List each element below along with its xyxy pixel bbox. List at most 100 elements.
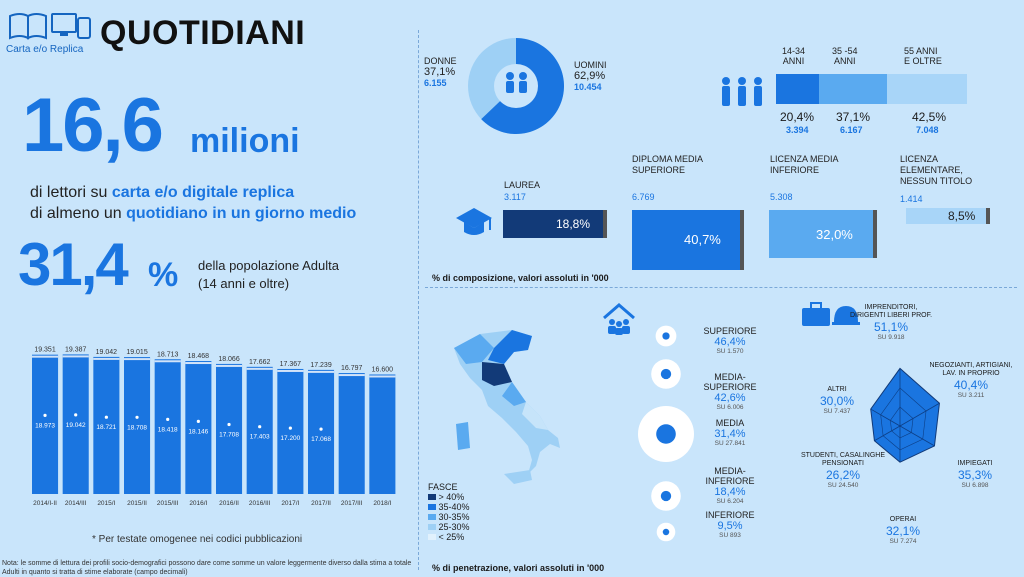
- gender-donut: [468, 38, 564, 134]
- income-label-pct: 9,5%: [717, 520, 743, 532]
- radar-label: ALTRI 30,0% SU 7.437: [792, 386, 882, 415]
- category-label: 2014/I-II: [33, 500, 57, 507]
- income-label-pct: 18,4%: [714, 486, 746, 498]
- line1-emph: carta e/o digitale replica: [111, 184, 295, 201]
- bar: [338, 373, 365, 494]
- radar-label-base: SU 3.211: [957, 392, 985, 399]
- radar-label: IMPIEGATI 35,3% SU 6.898: [930, 460, 1020, 489]
- bar: [246, 366, 273, 494]
- income-label-name: MEDIA-INFERIORE: [705, 466, 755, 486]
- legend-item: > 40%: [428, 492, 470, 502]
- edu-elementare-abs: 1.414: [900, 194, 923, 204]
- bar: [124, 357, 151, 494]
- edu-laurea-pct: 18,8%: [556, 217, 591, 231]
- income-label-name: INFERIORE: [705, 510, 755, 520]
- inner-dot: [288, 426, 292, 430]
- edu-elementare-marker: [986, 208, 990, 224]
- composition-caption: % di composizione, valori assoluti in '0…: [432, 273, 609, 283]
- gender-women: DONNE 37,1% 6.155: [424, 56, 457, 88]
- legend-item: < 25%: [428, 532, 470, 542]
- age-people-icon: [722, 77, 762, 106]
- bar-value-label: 18.066: [218, 356, 240, 363]
- radar-spoke: [899, 425, 935, 447]
- bar: [62, 354, 89, 494]
- income-label: MEDIA-INFERIORE 18,4% SU 6.204: [690, 466, 770, 505]
- bar: [154, 359, 181, 494]
- inner-dot: [43, 413, 47, 417]
- edu-diploma-pct: 40,7%: [684, 232, 721, 247]
- edu-laurea-label: LAUREA: [504, 180, 541, 190]
- people-icon: [506, 72, 527, 93]
- bar: [369, 374, 396, 494]
- category-label: 2016/II: [219, 500, 239, 507]
- income-circle-core: [656, 424, 676, 444]
- radar-label-name: IMPIEGATI: [957, 460, 993, 467]
- radar-label-pct: 40,4%: [953, 378, 989, 392]
- income-circles: [638, 325, 694, 542]
- edu-diploma-marker: [740, 210, 744, 270]
- radar-label-name: OPERAI: [889, 516, 917, 523]
- radar-label: IMPRENDITORI, DIRIGENTI LIBERI PROF. 51,1…: [846, 304, 936, 341]
- inner-value-label: 18.973: [35, 422, 55, 429]
- bar: [277, 368, 304, 494]
- income-label-base: SU 27.841: [714, 440, 746, 447]
- radar-label-name: ALTRI: [827, 386, 847, 393]
- bar-cap: [308, 370, 335, 373]
- radar-label: OPERAI 32,1% SU 7.274: [858, 516, 948, 545]
- radar-label-base: SU 24.540: [827, 482, 859, 489]
- edu-elementare-bar: [906, 208, 986, 224]
- radar-label-pct: 32,1%: [885, 524, 921, 538]
- bar-cap: [124, 358, 151, 361]
- category-label: 2015/II: [127, 500, 147, 507]
- bar: [308, 369, 335, 494]
- pct-line1: della popolazione Adulta: [198, 258, 339, 273]
- bar-cap: [154, 360, 181, 363]
- bar-cap: [62, 355, 89, 358]
- edu-media-marker: [873, 210, 877, 258]
- legend-item: 30-35%: [428, 512, 470, 522]
- age-label-2: 35 -54 ANNI: [832, 46, 858, 66]
- age-bar-35-54: [819, 74, 887, 104]
- graduation-cap-icon: [456, 208, 492, 235]
- bar-cap: [93, 357, 120, 360]
- age-abs-1: 3.394: [786, 125, 809, 135]
- bar-cap: [216, 364, 243, 367]
- pct-line2: (14 anni e oltre): [198, 276, 290, 291]
- income-label-pct: 46,4%: [714, 336, 746, 348]
- age-abs-3: 7.048: [916, 125, 939, 135]
- map-legend: FASCE > 40% 35-40% 30-35% 25-30% < 25%: [428, 482, 470, 542]
- age-bar-14-34: [776, 74, 819, 104]
- readers-unit: milioni: [190, 122, 300, 160]
- briefcase-helmet-icon: [802, 302, 860, 326]
- bar-cap: [246, 367, 273, 370]
- edu-media-pct: 32,0%: [816, 227, 853, 242]
- radar-label-name: NEGOZIANTI, ARTIGIANI, LAV. IN PROPRIO: [929, 362, 1013, 377]
- edu-elementare-label: LICENZA ELEMENTARE, NESSUN TITOLO: [900, 154, 973, 186]
- edu-laurea-abs: 3.117: [504, 192, 526, 202]
- readers-trend-chart: 19.351 18.973 2014/I-II 19.387 19.042 2014/II…: [32, 346, 396, 507]
- income-label: MEDIA-SUPERIORE 42,6% SU 6.006: [690, 372, 770, 411]
- edu-diploma-bar: [632, 210, 740, 270]
- income-label-base: SU 1.570: [716, 348, 744, 355]
- inner-dot: [166, 417, 170, 421]
- readers-number: 16,6: [22, 83, 164, 168]
- bar: [216, 363, 243, 494]
- method-note: Nota: le somme di lettura dei profili so…: [2, 560, 412, 576]
- income-label-name: MEDIA: [715, 418, 745, 428]
- income-circle-core: [660, 490, 672, 502]
- edu-diploma-abs: 6.769: [632, 192, 655, 202]
- italy-map: [454, 330, 560, 484]
- penetration-caption: % di penetrazione, valori assoluti in '0…: [432, 563, 605, 573]
- edu-elementare-pct: 8,5%: [948, 209, 976, 223]
- income-label-name: MEDIA-SUPERIORE: [703, 372, 757, 392]
- category-label: 2015/I: [97, 500, 115, 507]
- inner-value-label: 19.042: [66, 422, 86, 429]
- income-label-base: SU 6.006: [716, 404, 744, 411]
- radar-label-pct: 35,3%: [957, 468, 993, 482]
- radar-label-pct: 30,0%: [819, 394, 855, 408]
- radar-label: STUDENTI, CASALINGHE PENSIONATI 26,2% SU 2…: [798, 452, 888, 489]
- category-label: 2017/II: [311, 500, 331, 507]
- age-abs-2: 6.167: [840, 125, 863, 135]
- edu-laurea-marker: [603, 210, 607, 238]
- inner-dot: [258, 425, 262, 429]
